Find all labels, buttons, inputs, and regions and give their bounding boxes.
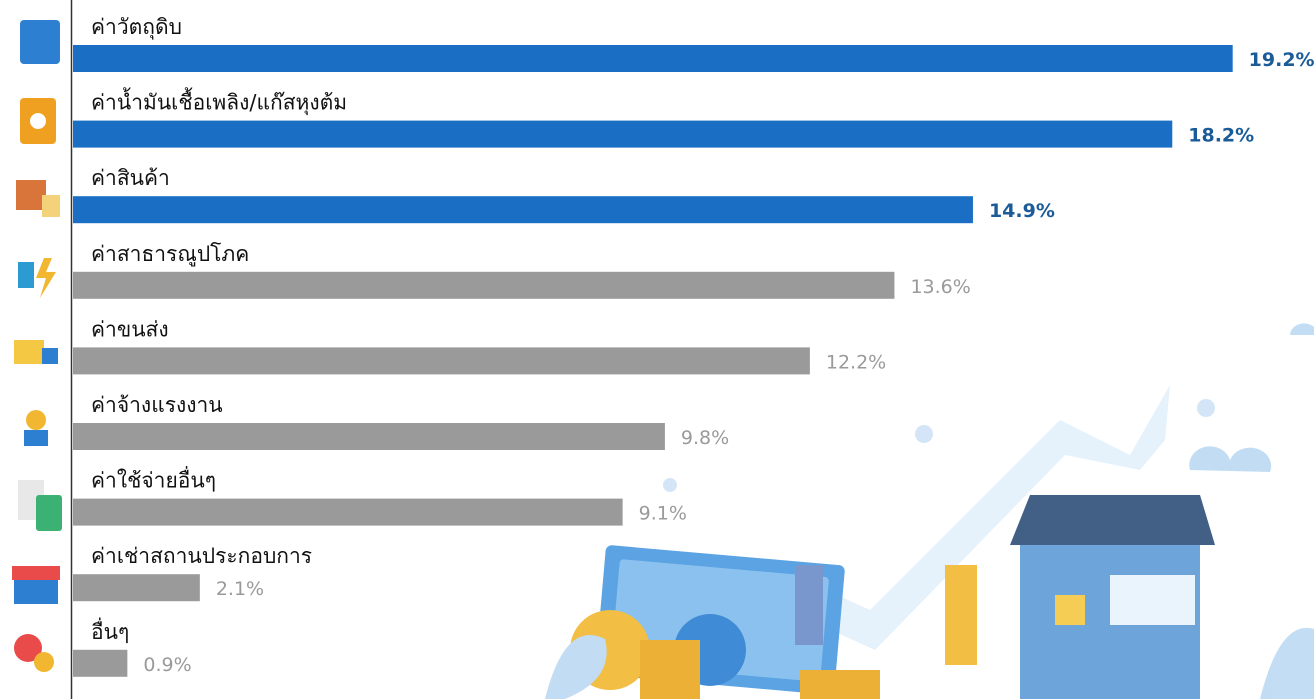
bar	[73, 574, 200, 602]
bar	[73, 649, 128, 677]
background-illustration	[545, 323, 1314, 699]
bar	[73, 347, 810, 375]
value-label: 9.8%	[681, 427, 729, 449]
category-label: ค่าเช่าสถานประกอบการ	[91, 544, 312, 568]
category-label: อื่นๆ	[91, 617, 129, 644]
bar	[73, 45, 1233, 72]
value-label: 14.9%	[989, 200, 1055, 222]
value-label: 2.1%	[216, 578, 264, 600]
bar	[73, 271, 895, 299]
category-icons	[12, 20, 62, 672]
value-label: 13.6%	[910, 276, 970, 298]
category-label: ค่าขนส่ง	[91, 317, 169, 341]
category-label: ค่าจ้างแรงงาน	[91, 393, 223, 417]
value-label: 18.2%	[1188, 125, 1254, 147]
value-label: 9.1%	[639, 503, 687, 525]
value-label: 12.2%	[826, 351, 886, 373]
value-label: 19.2%	[1249, 49, 1314, 71]
bar	[73, 423, 665, 450]
bar	[73, 120, 1173, 148]
bar	[73, 196, 973, 224]
category-label: ค่าสาธารณูปโภค	[91, 242, 249, 267]
bar	[73, 498, 623, 526]
category-label: ค่าวัตถุดิบ	[91, 15, 182, 40]
category-label: ค่าน้ำมันเชื้อเพลิง/แก๊สหุงต้ม	[91, 88, 347, 116]
value-label: 0.9%	[143, 654, 191, 676]
category-label: ค่าสินค้า	[91, 166, 170, 190]
category-label: ค่าใช้จ่ายอื่นๆ	[91, 466, 216, 493]
